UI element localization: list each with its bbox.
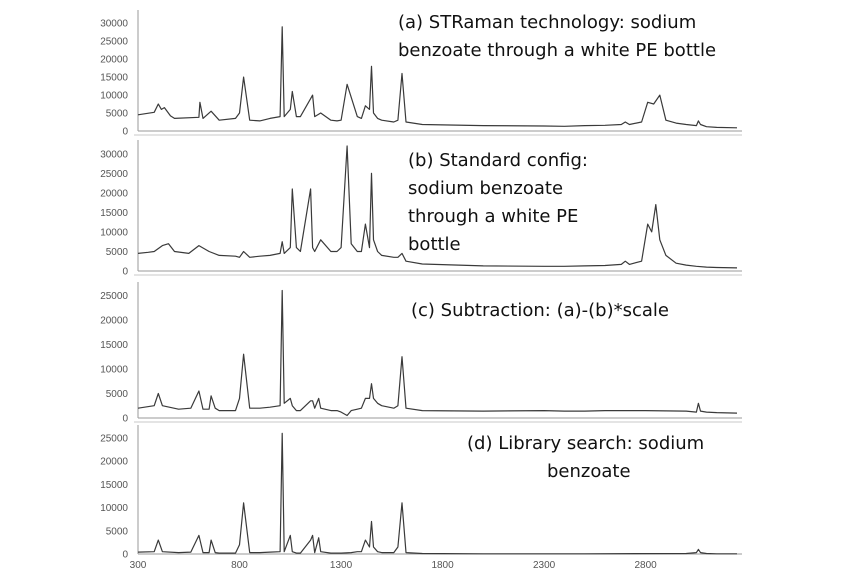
annotation-b-line-4: bottle: [408, 234, 461, 255]
y-tick-label: 15000: [100, 73, 128, 84]
y-tick-label: 10000: [100, 227, 128, 238]
x-tick-label: 1300: [330, 560, 353, 571]
panel-b-standard-config: (b) Standard config: sodium benzoate thr…: [100, 140, 742, 278]
spectrum-line: [137, 145, 738, 269]
panel-a-straman: (a) STRaman technology: sodium benzoate …: [100, 10, 742, 138]
y-tick-label: 10000: [100, 364, 128, 375]
y-tick-label: 15000: [100, 208, 128, 219]
y-tick-label: 25000: [100, 433, 128, 444]
y-tick-label: 25000: [100, 291, 128, 302]
annotation-a-line-2: benzoate through a white PE bottle: [398, 40, 716, 61]
y-tick-label: 0: [122, 414, 128, 425]
x-tick-label: 300: [130, 560, 147, 571]
x-tick-label: 2300: [533, 560, 556, 571]
y-tick-label: 30000: [100, 149, 128, 160]
annotation-d-line-2: benzoate: [547, 461, 631, 482]
y-tick-label: 0: [122, 550, 128, 561]
y-tick-label: 20000: [100, 457, 128, 468]
spectrum-line: [137, 432, 737, 555]
spectrum-line: [137, 26, 738, 129]
annotation-d-line-1: (d) Library search: sodium: [467, 433, 704, 454]
annotation-c-line-1: (c) Subtraction: (a)-(b)*scale: [411, 300, 669, 321]
y-tick-label: 20000: [100, 188, 128, 199]
annotation-b-line-2: sodium benzoate: [408, 178, 563, 199]
y-tick-label: 5000: [106, 526, 129, 537]
x-tick-label: 800: [231, 560, 248, 571]
y-tick-label: 15000: [100, 480, 128, 491]
shared-x-axis: 300 800 1300 1800 2300 2800: [130, 560, 658, 571]
annotation-b-line-3: through a white PE: [408, 206, 578, 227]
spectrum-line: [137, 289, 738, 417]
y-tick-label: 5000: [106, 247, 129, 258]
y-tick-label: 10000: [100, 91, 128, 102]
x-tick-label: 2800: [635, 560, 658, 571]
x-tick-label: 1800: [431, 560, 454, 571]
y-tick-label: 30000: [100, 19, 128, 30]
y-tick-label: 20000: [100, 315, 128, 326]
annotation-a-line-1: (a) STRaman technology: sodium: [398, 12, 696, 33]
y-tick-label: 25000: [100, 37, 128, 48]
y-tick-label: 5000: [106, 389, 129, 400]
y-tick-label: 20000: [100, 55, 128, 66]
y-tick-label: 25000: [100, 169, 128, 180]
y-tick-label: 5000: [106, 109, 129, 120]
y-tick-label: 0: [122, 267, 128, 278]
y-tick-label: 10000: [100, 503, 128, 514]
y-tick-label: 0: [122, 127, 128, 138]
panel-c-subtraction: (c) Subtraction: (a)-(b)*scale 0 5000 1000…: [100, 282, 742, 425]
annotation-b-line-1: (b) Standard config:: [408, 150, 588, 171]
y-tick-label: 15000: [100, 340, 128, 351]
panel-d-library-search: (d) Library search: sodium benzoate 0 500…: [100, 425, 742, 561]
